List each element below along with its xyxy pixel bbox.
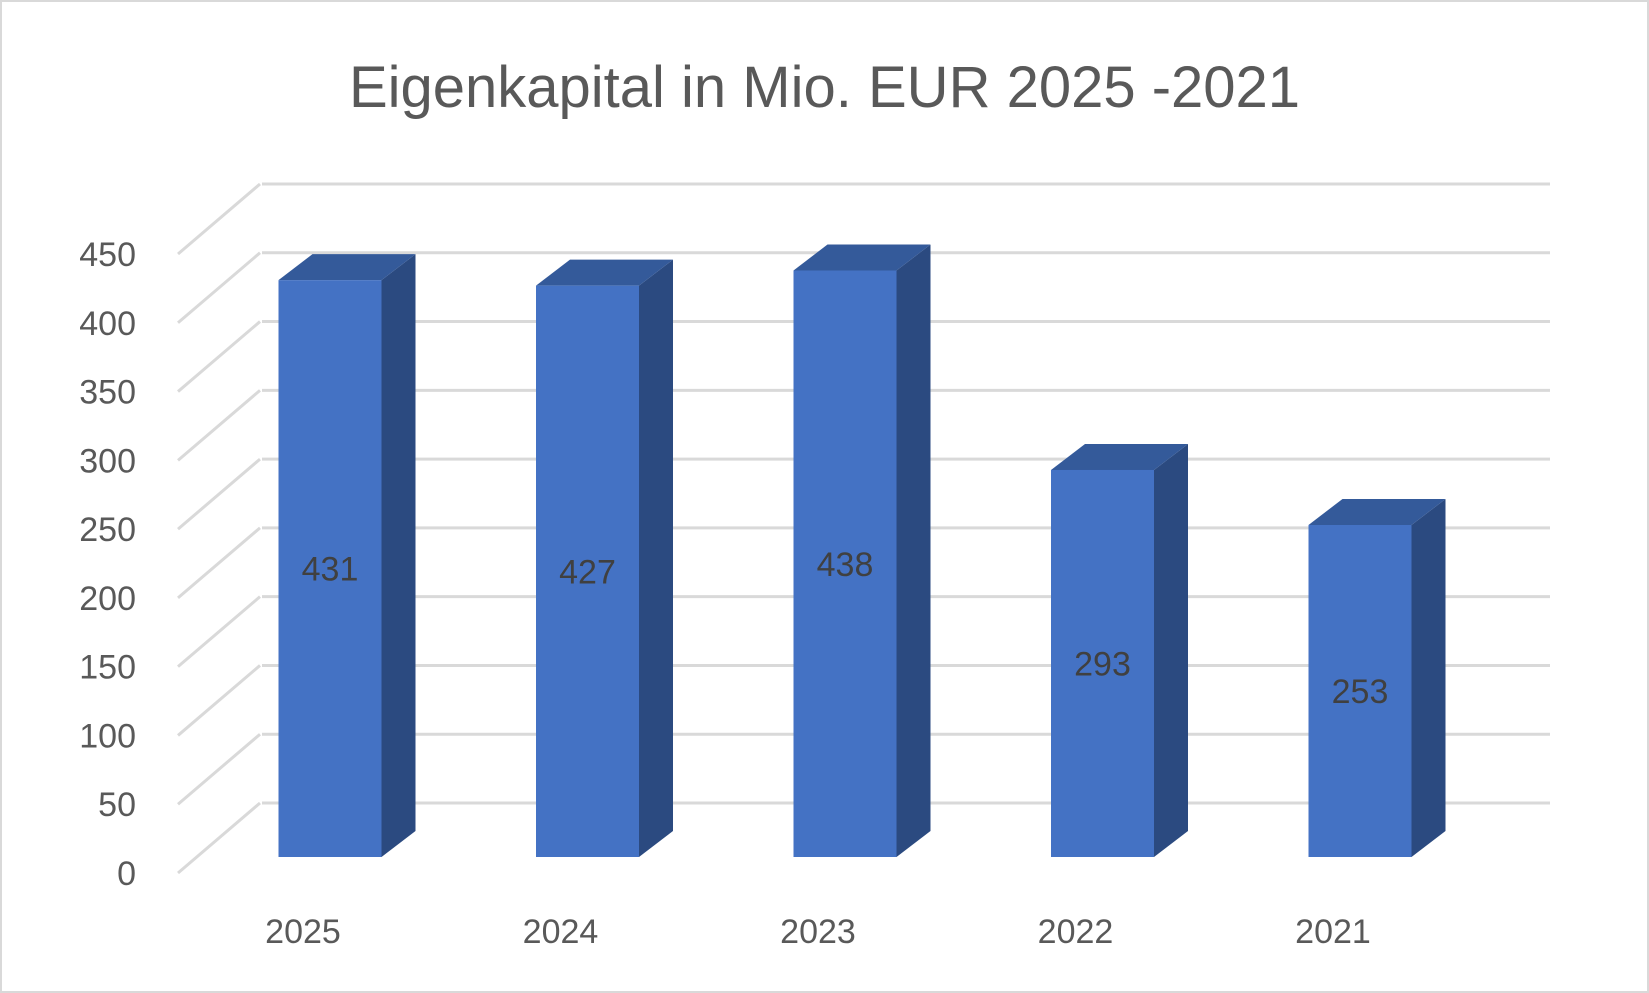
bar-side-face [1154,443,1188,857]
bar-top-face [278,254,416,281]
bars: 431 427 438 293 253 [278,244,1446,858]
gridline-side [177,251,261,324]
x-category-label: 2023 [780,913,856,951]
bar-front-face [793,270,897,857]
data-label: 427 [559,553,616,591]
data-label: 253 [1332,673,1389,711]
bar-2023: 438 [793,244,931,858]
x-category-label: 2021 [1295,913,1371,951]
gridline-side [177,526,261,600]
gridline-side [177,664,261,737]
bar-side-face [639,259,673,857]
data-label: 431 [302,551,359,589]
bar-top-face [1308,498,1446,525]
gridline-side [177,595,261,668]
y-tick-label: 200 [79,580,136,618]
gridline-side [177,389,261,462]
y-tick-label: 150 [79,649,136,687]
x-category-label: 2025 [265,913,341,951]
y-tick-label: 50 [98,786,136,824]
bar-2025: 431 [278,254,416,857]
gridline-side [177,320,261,393]
y-tick-label: 100 [79,717,136,755]
bar-2022: 293 [1051,443,1188,857]
x-category-label: 2024 [523,913,599,951]
y-tick-label: 300 [79,442,136,480]
gridline-side [177,182,261,256]
data-label: 293 [1074,645,1131,683]
bar-front-face [1308,524,1412,857]
x-category-label: 2022 [1038,913,1114,951]
bar-front-face [1051,469,1154,857]
bar-top-face [1051,443,1188,470]
bar-2021: 253 [1308,498,1446,857]
bar-2024: 427 [536,259,673,857]
bar-front-face [536,285,639,857]
bar-top-face [536,259,673,286]
bar-side-face [896,244,931,858]
bar-side-face [381,254,416,857]
bar-side-face [1411,498,1446,857]
gridline-side [177,457,261,531]
chart-title: Eigenkapital in Mio. EUR 2025 -2021 [348,55,1301,120]
data-label: 438 [817,546,874,584]
gridline-side [177,801,261,875]
gridline-side [177,733,261,806]
y-tick-label: 0 [117,855,136,893]
y-axis-ticks: 0 50 100 150 200 250 300 350 400 450 [79,236,136,893]
y-tick-label: 450 [79,236,136,274]
y-tick-label: 250 [79,511,136,549]
y-tick-label: 350 [79,374,136,412]
y-tick-label: 400 [79,305,136,343]
bar-front-face [278,280,382,857]
bar-top-face [793,244,931,271]
